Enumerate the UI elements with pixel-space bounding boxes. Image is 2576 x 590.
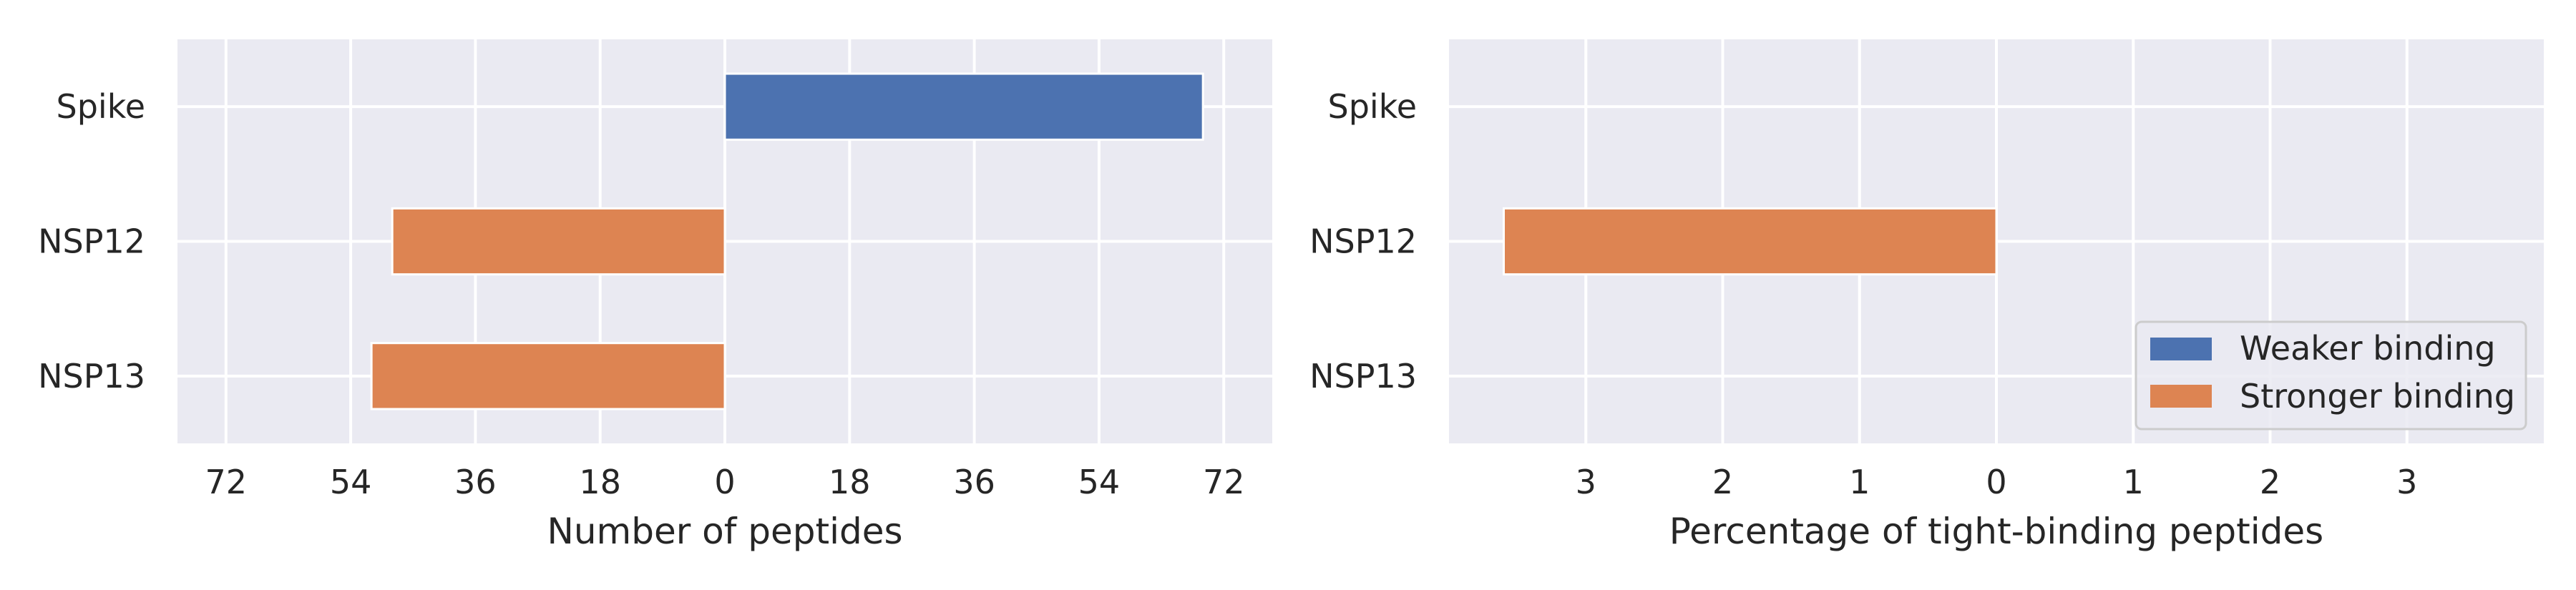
legend-label-stronger: Stronger binding [2240, 377, 2515, 416]
x-axis-label: Percentage of tight-binding peptides [1669, 511, 2323, 552]
x-tick-label: 3 [1576, 463, 1596, 501]
bar-layer [1503, 207, 1998, 276]
bar-stronger-binding-nsp12 [1503, 207, 1998, 276]
y-tick-label: Spike [1328, 87, 1417, 126]
chart-number-of-peptides: Spike NSP12 NSP13 72 54 36 18 0 18 36 54 72 Number… [38, 39, 1272, 552]
bar-weaker-binding-spike [723, 72, 1204, 141]
x-tick-label: 0 [714, 463, 735, 501]
x-tick-labels: 3 2 1 0 1 2 3 [1576, 463, 2418, 501]
x-tick-label: 1 [1849, 463, 1870, 501]
x-tick-label: 54 [330, 463, 372, 501]
x-tick-label: 36 [953, 463, 995, 501]
x-tick-label: 72 [1203, 463, 1245, 501]
legend-box [2135, 320, 2527, 431]
x-tick-labels: 72 54 36 18 0 18 36 54 72 [205, 463, 1245, 501]
y-tick-label: Spike [57, 87, 145, 126]
x-tick-label: 36 [454, 463, 497, 501]
y-tick-label: NSP12 [38, 222, 145, 261]
legend-label-weaker: Weaker binding [2240, 329, 2496, 368]
x-tick-label: 54 [1078, 463, 1121, 501]
x-tick-label: 1 [2123, 463, 2144, 501]
x-tick-label: 3 [2396, 463, 2417, 501]
y-tick-label: NSP12 [1309, 222, 1417, 261]
legend-swatch-stronger [2150, 385, 2212, 408]
x-tick-label: 2 [1712, 463, 1733, 501]
bar-layer [370, 72, 1204, 410]
y-tick-label: NSP13 [1309, 357, 1417, 395]
y-tick-label: NSP13 [38, 357, 145, 395]
x-tick-label: 18 [829, 463, 871, 501]
x-tick-label: 2 [2260, 463, 2280, 501]
legend-swatch-weaker [2150, 338, 2212, 360]
chart-percentage-tight-binding: Spike NSP12 NSP13 3 2 1 0 1 2 3 Percentage of ti… [1309, 39, 2544, 552]
x-tick-label: 18 [579, 463, 621, 501]
y-tick-labels: Spike NSP12 NSP13 [1309, 87, 1417, 395]
x-axis-label: Number of peptides [547, 511, 902, 552]
y-tick-labels: Spike NSP12 NSP13 [38, 87, 145, 395]
x-tick-label: 0 [1986, 463, 2006, 501]
bar-stronger-binding-nsp13 [370, 342, 726, 410]
legend: Weaker binding Stronger binding [2135, 320, 2527, 431]
x-tick-label: 72 [205, 463, 248, 501]
bar-stronger-binding-nsp12 [391, 207, 726, 276]
